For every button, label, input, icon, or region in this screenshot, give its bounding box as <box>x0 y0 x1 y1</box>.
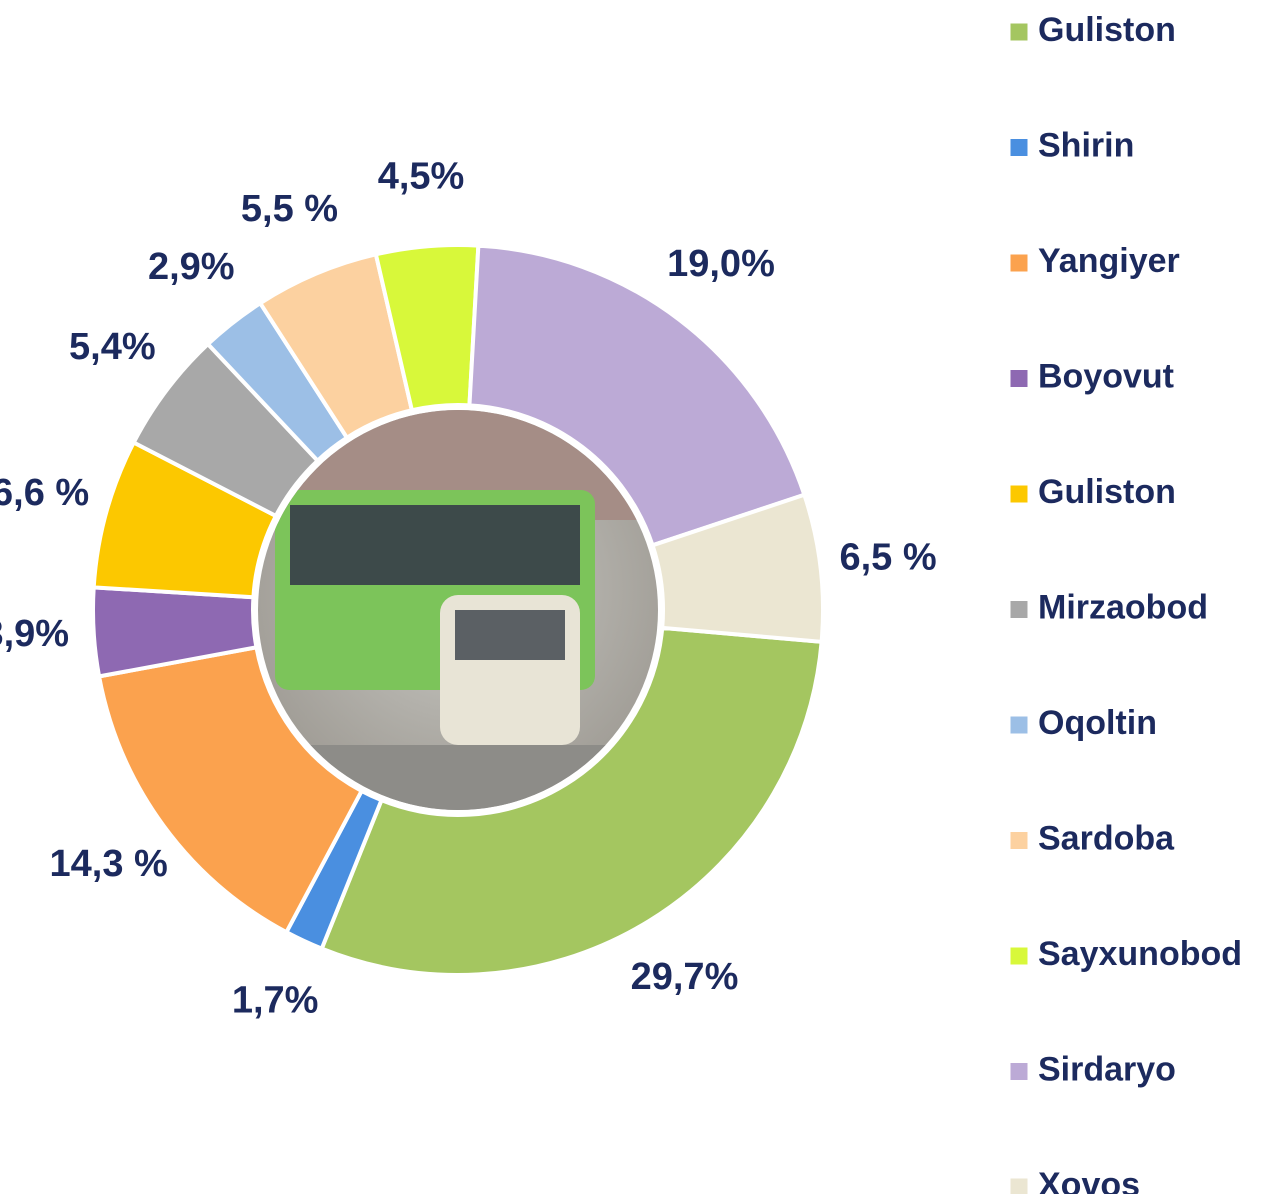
legend-label: Guliston <box>1038 11 1176 49</box>
legend-label: Xovos <box>1038 1166 1140 1194</box>
legend-swatch <box>1010 254 1028 272</box>
chart: 29,7% 1,7% 14,3 % 3,9% 6,6 % 5,4% 2,9%5,5 % 4,5… <box>0 0 1272 1194</box>
legend-label: Oqoltin <box>1038 704 1157 742</box>
legend-swatch <box>1010 370 1028 388</box>
data-label: 14,3 % <box>50 843 168 885</box>
legend-label: Mirzaobod <box>1038 588 1208 626</box>
legend-label: Shirin <box>1038 126 1134 164</box>
legend-label: Sirdaryo <box>1038 1050 1176 1088</box>
legend-label: Guliston <box>1038 473 1176 511</box>
data-label: 2,9% <box>148 246 235 288</box>
data-label: 5,5 % <box>241 188 338 230</box>
legend-label: Sayxunobod <box>1038 935 1242 973</box>
legend-swatch <box>1010 716 1028 734</box>
data-label: 19,0% <box>667 243 775 285</box>
data-label: 1,7% <box>232 980 319 1022</box>
legend-swatch <box>1010 139 1028 157</box>
data-label: 4,5% <box>378 156 465 198</box>
data-label: 3,9% <box>0 613 69 655</box>
legend-swatch <box>1010 832 1028 850</box>
data-label: 6,6 % <box>0 472 89 514</box>
legend-swatch <box>1010 1063 1028 1081</box>
legend-swatch <box>1010 947 1028 965</box>
legend-swatch <box>1010 1178 1028 1194</box>
legend-swatch <box>1010 23 1028 41</box>
legend-label: Boyovut <box>1038 357 1174 395</box>
legend-label: Yangiyer <box>1038 242 1180 280</box>
legend-swatch <box>1010 601 1028 619</box>
legend-label: Sardoba <box>1038 819 1175 857</box>
legend-swatch <box>1010 485 1028 503</box>
data-label: 5,4% <box>69 326 156 368</box>
data-label: 6,5 % <box>839 537 936 579</box>
data-label: 29,7% <box>631 956 739 998</box>
